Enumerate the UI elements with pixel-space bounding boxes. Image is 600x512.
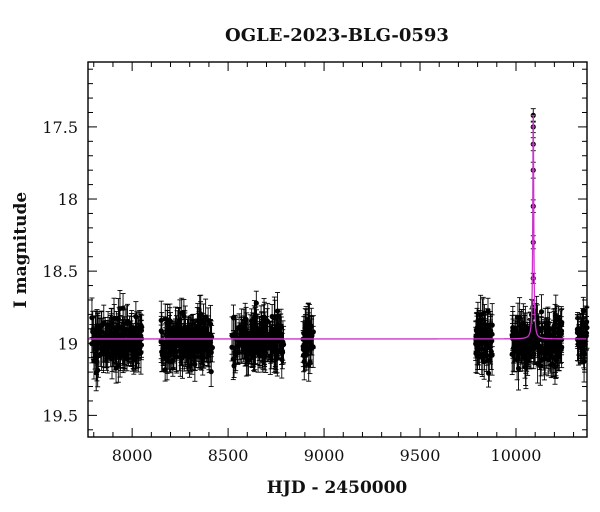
data-point — [122, 339, 128, 367]
y-axis-label: I magnitude — [11, 192, 31, 309]
data-point — [98, 341, 104, 367]
x-tick-label: 9500 — [400, 446, 441, 465]
data-point — [229, 333, 235, 362]
data-point — [104, 328, 110, 369]
x-tick-label: 8000 — [112, 446, 153, 465]
data-point — [195, 303, 201, 339]
ticks-layer — [88, 62, 587, 437]
data-point — [174, 329, 180, 374]
data-point — [192, 346, 198, 382]
data-point — [473, 312, 480, 349]
data-point — [246, 334, 252, 365]
plot-frame — [87, 61, 588, 438]
data-point — [515, 327, 521, 358]
data-point — [487, 331, 493, 360]
x-axis-label: HJD - 2450000 — [267, 478, 408, 498]
data-point — [138, 320, 144, 352]
data-point — [120, 322, 127, 347]
chart-title: OGLE-2023-BLG-0593 — [225, 25, 449, 46]
data-point — [173, 341, 179, 373]
data-point — [184, 318, 191, 352]
data-point — [553, 294, 559, 338]
y-tick-label: 19 — [58, 334, 78, 353]
x-tick-label: 10000 — [491, 446, 542, 465]
model-layer — [88, 114, 587, 340]
data-point — [274, 292, 281, 331]
data-point — [536, 332, 543, 371]
y-tick-label: 18 — [58, 190, 78, 209]
data-point — [273, 347, 279, 372]
data-point — [203, 298, 209, 336]
data-point — [94, 311, 100, 346]
data-point — [124, 346, 130, 372]
data-point — [178, 318, 184, 363]
data-point — [518, 326, 524, 365]
data-point — [114, 323, 120, 365]
data-point — [515, 302, 521, 333]
data-point — [135, 316, 141, 341]
data-point — [267, 325, 273, 361]
data-point — [176, 307, 182, 351]
data-point — [279, 340, 285, 379]
y-tick-label: 19.5 — [42, 406, 78, 425]
data-point — [541, 336, 548, 381]
data-point — [236, 329, 242, 353]
x-tick-label: 9000 — [304, 446, 345, 465]
y-tick-labels: 17.5 18 18.5 19 19.5 — [42, 118, 78, 425]
x-tick-labels: 8000 8500 9000 9500 10000 — [112, 446, 542, 465]
data-point — [181, 299, 187, 334]
data-point — [252, 329, 258, 371]
data-point — [522, 325, 529, 365]
data-layer — [89, 108, 590, 392]
data-point — [204, 337, 210, 363]
data-point — [558, 316, 564, 352]
data-point — [309, 315, 315, 356]
data-point — [241, 308, 247, 348]
model-curve — [88, 115, 587, 340]
y-tick-label: 18.5 — [42, 262, 78, 281]
data-point — [208, 356, 214, 387]
data-point — [474, 315, 480, 357]
x-tick-label: 8500 — [208, 446, 249, 465]
data-point — [581, 334, 587, 369]
data-point — [269, 317, 276, 354]
y-tick-label: 17.5 — [42, 118, 78, 137]
data-point — [164, 326, 171, 361]
data-point — [575, 315, 581, 342]
data-point — [205, 343, 212, 368]
data-point — [89, 297, 95, 338]
